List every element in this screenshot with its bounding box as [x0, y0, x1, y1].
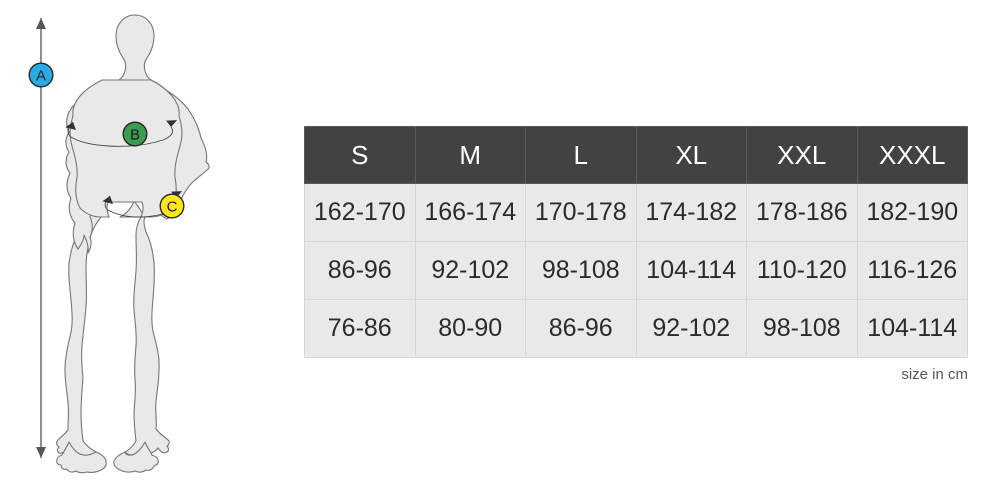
svg-text:C: C [167, 199, 178, 216]
svg-text:B: B [130, 127, 140, 144]
svg-text:A: A [36, 68, 46, 85]
